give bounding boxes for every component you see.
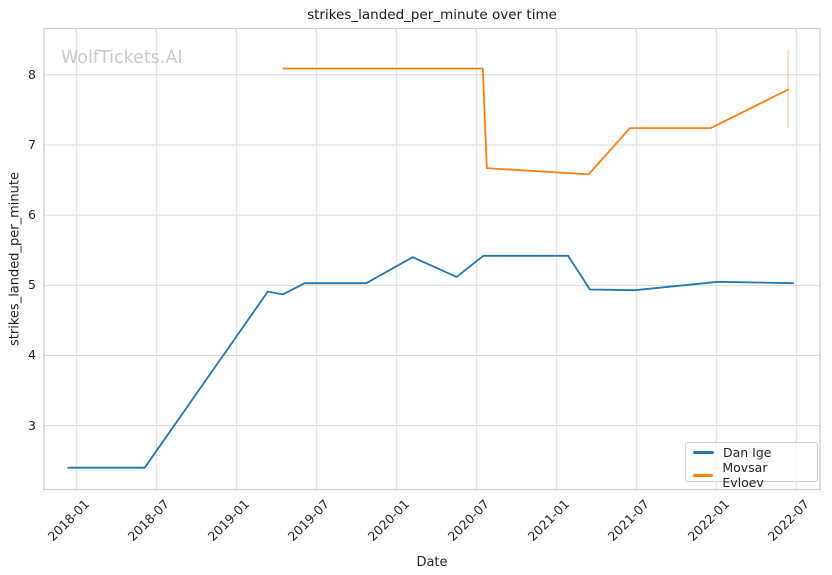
y-tick-label: 4 — [28, 347, 36, 363]
series-line-movsar-evloev — [282, 67, 790, 176]
watermark: WolfTickets.AI — [61, 48, 183, 68]
legend-entry-movsar-evloev: Movsar Evloev — [693, 460, 810, 490]
y-tick-label: 6 — [28, 207, 36, 223]
plot-border — [43, 27, 821, 491]
y-tick-label: 3 — [28, 417, 36, 433]
legend-label: Movsar Evloev — [722, 460, 768, 490]
legend-line-sample — [693, 451, 714, 454]
chart-title: strikes_landed_per_minute over time — [307, 7, 557, 23]
legend-line-sample — [693, 473, 714, 477]
x-axis-label: Date — [416, 555, 448, 570]
y-axis-label: strikes_landed_per_minute — [7, 172, 23, 346]
legend-entry-dan-ige: Dan Ige — [693, 445, 810, 460]
y-tick-label: 7 — [28, 136, 36, 152]
series-line-dan-ige — [67, 254, 794, 469]
y-tick-label: 8 — [28, 66, 36, 82]
legend: Dan Ige Movsar Evloev — [685, 442, 818, 490]
legend-label: Dan Ige — [723, 445, 772, 460]
y-tick-label: 5 — [28, 277, 36, 293]
